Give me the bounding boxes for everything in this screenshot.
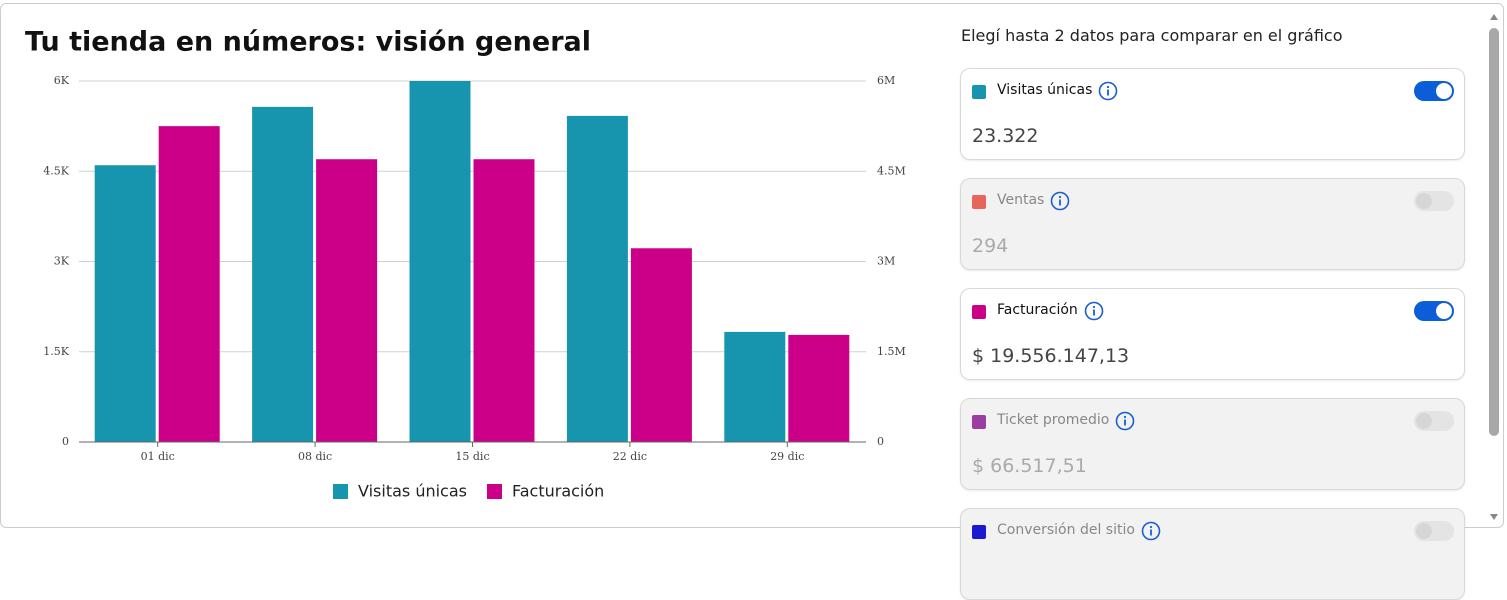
y2-tick-label: 0 — [877, 435, 884, 448]
bar — [724, 331, 786, 442]
x-tick-label: 29 dic — [770, 450, 804, 463]
bar — [409, 81, 471, 442]
bar — [630, 248, 692, 442]
y2-tick-label: 1.5M — [877, 345, 906, 358]
y-tick-label: 0 — [62, 435, 69, 448]
x-tick-label: 15 dic — [455, 450, 489, 463]
bar — [94, 165, 156, 442]
scroll-up[interactable] — [1490, 14, 1498, 20]
legend-swatch — [333, 484, 348, 499]
x-tick-label: 22 dic — [613, 450, 647, 463]
y2-tick-label: 6M — [877, 74, 895, 87]
y-tick-label: 3K — [54, 255, 70, 268]
scroll-thumb[interactable] — [1489, 28, 1499, 436]
bar — [252, 106, 314, 442]
bar — [788, 334, 850, 442]
y2-tick-label: 4.5M — [877, 164, 906, 177]
y2-tick-label: 3M — [877, 255, 895, 268]
chart: Tu tienda en números: visión general 0 1.… — [25, 27, 906, 501]
scrollbar[interactable] — [1487, 0, 1501, 531]
card-frame: Tu tienda en números: visión general 0 1.… — [0, 3, 1504, 528]
bar — [158, 126, 220, 442]
bar — [473, 159, 535, 442]
x-tick-label: 08 dic — [298, 450, 332, 463]
chart-title: Tu tienda en números: visión general — [25, 27, 591, 58]
legend-swatch — [486, 484, 502, 499]
y-tick-label: 4.5K — [43, 164, 69, 177]
bar — [316, 159, 378, 442]
scroll-down[interactable] — [1490, 514, 1498, 520]
y-tick-label: 1.5K — [43, 345, 69, 358]
legend-label: Visitas únicas — [358, 482, 467, 501]
y-tick-label: 6K — [54, 74, 70, 87]
legend-label: Facturación — [512, 482, 604, 501]
bar — [566, 115, 628, 442]
x-tick-label: 01 dic — [141, 450, 175, 463]
